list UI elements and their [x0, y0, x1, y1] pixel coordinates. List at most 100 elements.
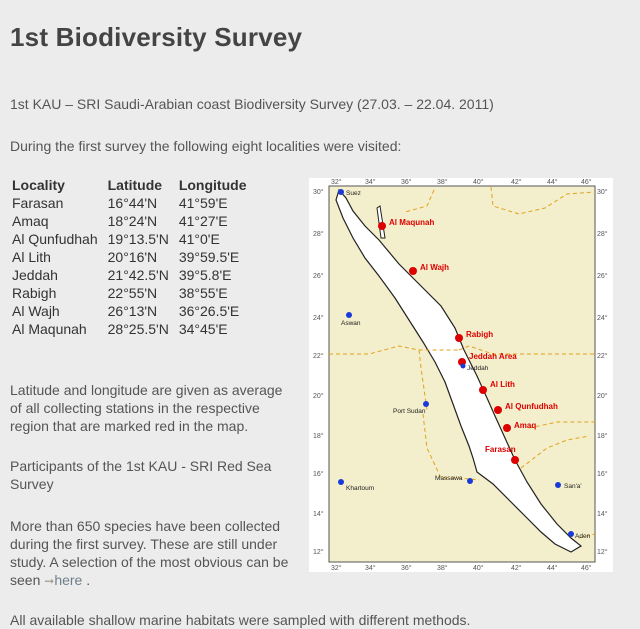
cell-longitude: 36°26.5'E: [178, 303, 240, 319]
svg-text:40°: 40°: [473, 564, 484, 572]
cell-locality: Al Wajh: [12, 303, 60, 319]
svg-text:12°: 12°: [597, 548, 608, 556]
cell-locality: Al Qunfudhah: [12, 231, 98, 247]
header-longitude: Longitude: [178, 177, 247, 193]
site-label-rabigh: Rabigh: [466, 330, 493, 339]
city-label-sanaa: San'a': [564, 483, 582, 490]
cell-locality: Al Maqunah: [12, 321, 87, 337]
svg-text:44°: 44°: [547, 564, 558, 572]
city-marker-port-sudan: [423, 401, 429, 407]
city-marker-jeddah: [460, 363, 466, 369]
svg-text:46°: 46°: [581, 178, 592, 186]
red-sea-map: 32° 34° 36° 38° 40° 42° 44° 46° 32° 34° 36° 38…: [309, 178, 613, 572]
city-label-khartoum: Khartoum: [346, 485, 374, 492]
svg-text:16°: 16°: [313, 470, 324, 478]
svg-text:42°: 42°: [511, 564, 522, 572]
city-label-aswan: Aswan: [341, 320, 361, 327]
city-label-aden: Aden: [575, 533, 591, 540]
cities: Suez Aswan Jeddah Port Sudan Massawa Kha…: [338, 189, 591, 540]
cell-longitude: 41°0'E: [178, 231, 220, 247]
site-marker-rabigh: [455, 334, 463, 342]
survey-sites: Al Maqunah Al Wajh Rabigh Jeddah Area Al…: [378, 218, 558, 464]
table-row: Al Lith 20°16'N 39°59.5'E: [12, 248, 256, 266]
cell-longitude: 41°59'E: [178, 195, 228, 211]
svg-text:18°: 18°: [597, 432, 608, 440]
svg-text:40°: 40°: [473, 178, 484, 186]
svg-text:34°: 34°: [365, 564, 376, 572]
map-left-ticks: 30° 28° 26° 24° 22° 20° 18° 16° 14° 12°: [313, 188, 324, 556]
species-paragraph: More than 650 species have been collecte…: [10, 517, 310, 590]
cell-latitude: 28°25.5'N: [107, 321, 169, 337]
cell-longitude: 41°27'E: [178, 213, 228, 229]
red-sea: [335, 188, 583, 553]
species-period: .: [86, 572, 91, 588]
svg-text:22°: 22°: [313, 352, 324, 360]
average-note: Latitude and longitude are given as aver…: [10, 382, 283, 434]
cell-latitude: 16°44'N: [107, 195, 158, 211]
localities-table: Locality Latitude Longitude Farasan 16°44…: [12, 176, 256, 338]
cell-locality: Rabigh: [12, 285, 57, 301]
table-row: Jeddah 21°42.5'N 39°5.8'E: [12, 266, 256, 284]
site-marker-al-lith: [479, 386, 487, 394]
site-label-al-wajh: Al Wajh: [420, 263, 449, 272]
svg-text:12°: 12°: [313, 548, 324, 556]
site-marker-farasan: [511, 456, 519, 464]
svg-text:36°: 36°: [401, 178, 412, 186]
here-link[interactable]: here: [54, 572, 83, 588]
table-row: Al Qunfudhah 19°13.5'N 41°0'E: [12, 230, 256, 248]
cell-locality: Jeddah: [12, 267, 58, 283]
city-marker-aden: [568, 531, 574, 537]
table-row: Rabigh 22°55'N 38°55'E: [12, 284, 256, 302]
svg-text:24°: 24°: [597, 314, 608, 322]
survey-subtitle: 1st KAU – SRI Saudi-Arabian coast Biodiv…: [10, 96, 494, 112]
cell-latitude: 21°42.5'N: [107, 267, 169, 283]
svg-text:30°: 30°: [597, 188, 608, 196]
svg-text:14°: 14°: [597, 510, 608, 518]
city-label-suez: Suez: [346, 190, 361, 197]
site-label-al-maqunah: Al Maqunah: [389, 218, 434, 227]
site-label-farasan: Farasan: [485, 445, 516, 454]
city-label-jeddah: Jeddah: [467, 365, 489, 372]
cell-locality: Amaq: [12, 213, 49, 229]
site-label-jeddah-area: Jeddah Area: [469, 352, 517, 361]
species-text: More than 650 species have been collecte…: [10, 518, 289, 588]
svg-text:14°: 14°: [313, 510, 324, 518]
intro-text: During the first survey the following ei…: [10, 138, 402, 154]
svg-text:18°: 18°: [313, 432, 324, 440]
city-marker-massawa: [467, 478, 473, 484]
svg-text:28°: 28°: [313, 230, 324, 238]
svg-text:20°: 20°: [313, 392, 324, 400]
country-borders: [329, 186, 596, 539]
city-marker-aswan: [346, 312, 352, 318]
table-header-row: Locality Latitude Longitude: [12, 176, 256, 194]
header-latitude: Latitude: [107, 177, 163, 193]
site-marker-amaq: [503, 424, 511, 432]
svg-text:26°: 26°: [313, 272, 324, 280]
site-marker-al-wajh: [409, 267, 417, 275]
site-label-al-qunfudhah: Al Qunfudhah: [505, 402, 558, 411]
table-row: Amaq 18°24'N 41°27'E: [12, 212, 256, 230]
cell-latitude: 18°24'N: [107, 213, 158, 229]
table-row: Al Maqunah 28°25.5'N 34°45'E: [12, 320, 256, 338]
svg-text:24°: 24°: [313, 314, 324, 322]
map-bottom-ticks: 32° 34° 36° 38° 40° 42° 44° 46°: [331, 564, 592, 572]
header-locality: Locality: [12, 177, 65, 193]
cell-longitude: 38°55'E: [178, 285, 228, 301]
table-row: Farasan 16°44'N 41°59'E: [12, 194, 256, 212]
svg-text:16°: 16°: [597, 470, 608, 478]
svg-text:20°: 20°: [597, 392, 608, 400]
svg-text:38°: 38°: [437, 564, 448, 572]
page-title: 1st Biodiversity Survey: [10, 22, 303, 52]
site-marker-al-maqunah: [378, 222, 386, 230]
habitats-text: All available shallow marine habitats we…: [10, 612, 471, 628]
cell-latitude: 26°13'N: [107, 303, 158, 319]
cell-longitude: 39°5.8'E: [178, 267, 232, 283]
cell-latitude: 20°16'N: [107, 249, 158, 265]
site-label-al-lith: Al Lith: [490, 380, 515, 389]
site-marker-al-qunfudhah: [494, 406, 502, 414]
cell-longitude: 39°59.5'E: [178, 249, 240, 265]
svg-text:46°: 46°: [581, 564, 592, 572]
city-marker-khartoum: [338, 479, 344, 485]
city-label-port-sudan: Port Sudan: [393, 408, 426, 415]
svg-text:30°: 30°: [313, 188, 324, 196]
